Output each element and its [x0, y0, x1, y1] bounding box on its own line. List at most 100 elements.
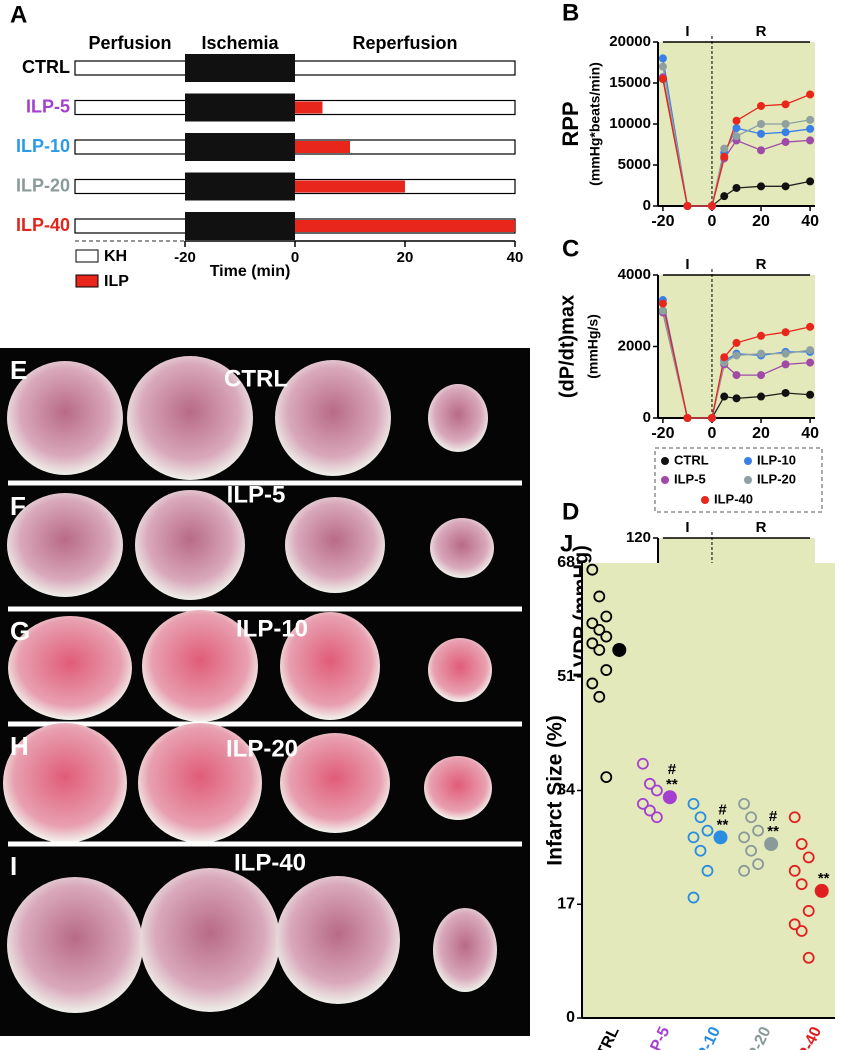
x-tick-label: 0 — [708, 425, 717, 442]
data-point — [781, 388, 790, 397]
y-tick-label: 51 — [557, 668, 575, 685]
individual-point — [637, 797, 649, 810]
individual-point — [701, 824, 714, 837]
individual-point — [586, 563, 599, 576]
data-point — [806, 136, 815, 145]
significance-star: ** — [717, 816, 729, 833]
phase-label: R — [756, 23, 767, 40]
individual-point — [593, 624, 606, 636]
data-point — [732, 132, 741, 141]
data-point — [806, 322, 815, 331]
x-tick-label: ILP-10 — [688, 1024, 724, 1050]
y-axis-title: (dP/dt)max — [556, 295, 578, 398]
y-tick-label: 20000 — [609, 33, 651, 50]
y-tick-label: 15000 — [609, 74, 651, 91]
data-point — [732, 371, 741, 380]
panel-label: B — [562, 0, 579, 26]
individual-point — [687, 831, 700, 844]
individual-point — [752, 858, 764, 871]
data-point — [806, 177, 815, 186]
mean-point — [764, 837, 779, 852]
legend-label: KH — [104, 248, 127, 265]
data-point — [757, 371, 766, 380]
panel-label: A — [10, 1, 27, 28]
panel-label: D — [562, 498, 579, 525]
photo-label: G — [10, 616, 30, 646]
phase-header: Perfusion — [88, 33, 171, 53]
series-line — [662, 78, 811, 207]
group-label: ILP-40 — [16, 215, 70, 235]
x-tick-label: -20 — [651, 425, 674, 442]
panel-label: C — [562, 235, 579, 262]
ilp-bar — [295, 141, 350, 153]
legend-label: ILP-40 — [714, 491, 753, 506]
y-tick-label: 0 — [566, 1009, 575, 1026]
x-tick-label: -20 — [174, 249, 196, 266]
x-tick-label: 0 — [708, 213, 717, 230]
data-point — [806, 124, 815, 133]
heart-slice — [135, 490, 245, 600]
mean-point — [814, 883, 829, 898]
individual-point — [701, 864, 714, 877]
individual-point — [694, 844, 707, 857]
group-label: CTRL — [22, 57, 70, 77]
heart-slice — [140, 868, 280, 1012]
significance-star: ** — [666, 776, 678, 793]
significance-star: ** — [818, 870, 830, 887]
y-axis-unit: (mmHg*beats/min) — [587, 62, 603, 186]
ilp-bar — [295, 101, 323, 114]
individual-point — [738, 797, 750, 810]
y-tick-label: 10000 — [609, 115, 651, 132]
y-tick-label: 17 — [557, 895, 575, 912]
individual-point — [586, 637, 599, 650]
data-point — [781, 360, 790, 369]
heart-slice — [142, 610, 258, 722]
significance-hash: # — [668, 761, 677, 778]
group-label: ILP-10 — [16, 136, 70, 156]
heart-slice — [7, 493, 123, 597]
ischemia-block — [185, 133, 295, 161]
x-tick-label: ILP-5 — [641, 1024, 673, 1050]
individual-point — [600, 630, 613, 643]
ilp-bar — [295, 180, 405, 193]
legend-marker — [661, 457, 669, 465]
photo-label: H — [10, 731, 29, 761]
individual-point — [745, 811, 757, 824]
legend-swatch — [75, 249, 99, 263]
panel-label: J — [560, 530, 573, 557]
heart-slice — [7, 361, 123, 475]
x-tick-label: -20 — [651, 213, 674, 230]
data-point — [757, 129, 766, 138]
mean-point — [612, 642, 627, 657]
legend-label: ILP-10 — [757, 452, 796, 467]
heart-slice — [428, 638, 492, 702]
group-label: ILP-5 — [26, 96, 70, 116]
legend-swatch — [75, 274, 99, 288]
y-axis-title: RPP — [558, 101, 583, 146]
data-point — [757, 349, 766, 358]
heart-slice — [430, 518, 494, 578]
ischemia-block — [185, 93, 295, 122]
data-point — [781, 349, 790, 358]
individual-point — [586, 617, 599, 630]
individual-point — [644, 804, 656, 817]
phase-label: R — [756, 519, 767, 536]
photo-title: ILP-5 — [227, 481, 286, 508]
plot-background — [582, 563, 835, 1018]
phase-label: I — [685, 256, 689, 273]
data-point — [707, 202, 716, 210]
x-tick-label: 40 — [801, 425, 819, 442]
individual-point — [788, 864, 801, 877]
data-point — [720, 392, 729, 401]
data-point — [683, 414, 692, 422]
data-point — [757, 392, 766, 401]
data-point — [781, 120, 790, 128]
data-point — [658, 54, 667, 63]
data-point — [707, 414, 716, 422]
individual-point — [593, 644, 606, 656]
heart-slice — [7, 877, 143, 1013]
data-point — [658, 74, 667, 83]
data-point — [757, 182, 766, 191]
data-point — [781, 100, 790, 109]
photo-title: CTRL — [224, 365, 288, 392]
